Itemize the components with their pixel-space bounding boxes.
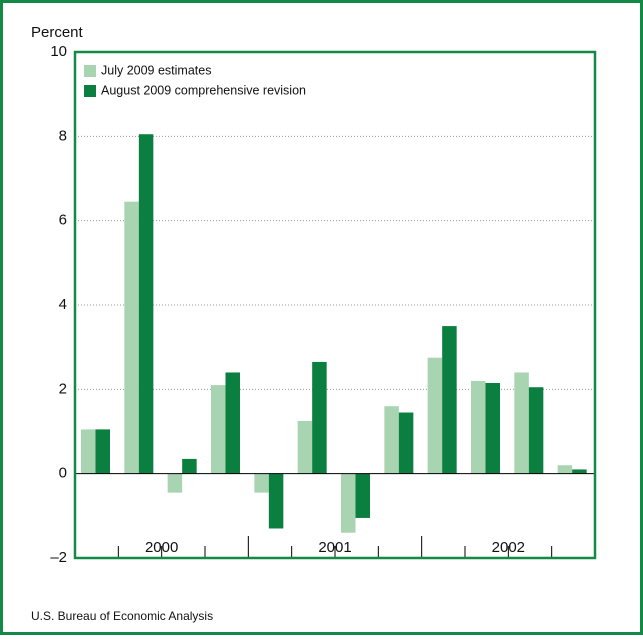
- legend-text: July 2009 estimates: [101, 63, 211, 77]
- bar: [427, 357, 443, 474]
- bar: [268, 473, 284, 529]
- bar: [557, 465, 573, 474]
- bar: [485, 383, 500, 474]
- bar: [138, 134, 154, 474]
- x-group-label: 2001: [318, 539, 351, 556]
- bar: [124, 201, 139, 474]
- x-group-label: 2000: [145, 539, 178, 556]
- bar: [297, 420, 313, 474]
- legend-swatch: [84, 85, 96, 97]
- legend-text: August 2009 comprehensive revision: [101, 83, 306, 97]
- legend-swatch: [84, 65, 96, 77]
- y-tick-label: 8: [59, 127, 67, 144]
- bar: [225, 372, 240, 474]
- source-note: U.S. Bureau of Economic Analysis: [31, 609, 213, 623]
- x-group-label: 2002: [492, 539, 525, 556]
- bar: [355, 473, 370, 518]
- y-tick-label: –2: [50, 549, 67, 566]
- bar: [167, 473, 183, 493]
- y-tick-label: 4: [59, 296, 67, 313]
- bar: [254, 473, 269, 493]
- bar: [211, 385, 226, 474]
- y-axis-label: Percent: [31, 24, 84, 41]
- bar: [471, 380, 486, 474]
- bar: [442, 326, 457, 474]
- bar: [384, 406, 399, 474]
- bar: [312, 361, 327, 474]
- y-tick-label: 6: [59, 212, 67, 229]
- bar: [398, 412, 414, 474]
- bar: [572, 469, 587, 474]
- bar: [528, 387, 544, 474]
- bar: [182, 458, 197, 474]
- plot-frame: [73, 50, 597, 560]
- bar: [95, 429, 110, 474]
- y-tick-label: 0: [59, 465, 67, 482]
- y-tick-label: 10: [50, 43, 67, 60]
- bar: [341, 473, 356, 533]
- y-tick-label: 2: [59, 380, 67, 397]
- bar: [514, 372, 529, 474]
- bar: [81, 429, 96, 474]
